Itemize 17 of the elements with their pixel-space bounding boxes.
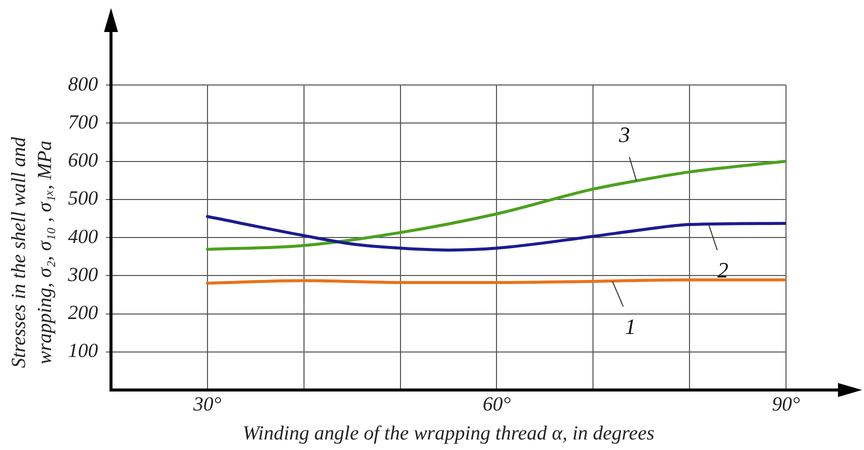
annotation: 3 <box>618 122 630 147</box>
x-tick-label: 90° <box>772 393 800 416</box>
x-axis-title: Winding angle of the wrapping thread α, in degrees <box>242 422 655 444</box>
y-tick-label: 400 <box>68 226 98 248</box>
y-tick-label: 300 <box>67 264 98 286</box>
line-series <box>206 215 786 252</box>
y-tick-label: 500 <box>68 188 98 210</box>
x-tick-label: 60° <box>482 393 511 416</box>
y-tick-label: 700 <box>68 111 98 134</box>
y-axis-title: Stresses in the shell wall and wrapping, σ₂, σ₁₀ , σ₁ₓ, MPa <box>7 136 57 370</box>
y-tick-label: 200 <box>68 302 98 324</box>
x-tick-label: 30° <box>192 393 222 416</box>
line-series <box>206 160 786 251</box>
y-tick-label: 800 <box>68 73 98 96</box>
y-tick-label: 600 <box>68 150 98 172</box>
annotation: 1 <box>624 314 636 340</box>
y-tick-label: 100 <box>68 340 98 362</box>
